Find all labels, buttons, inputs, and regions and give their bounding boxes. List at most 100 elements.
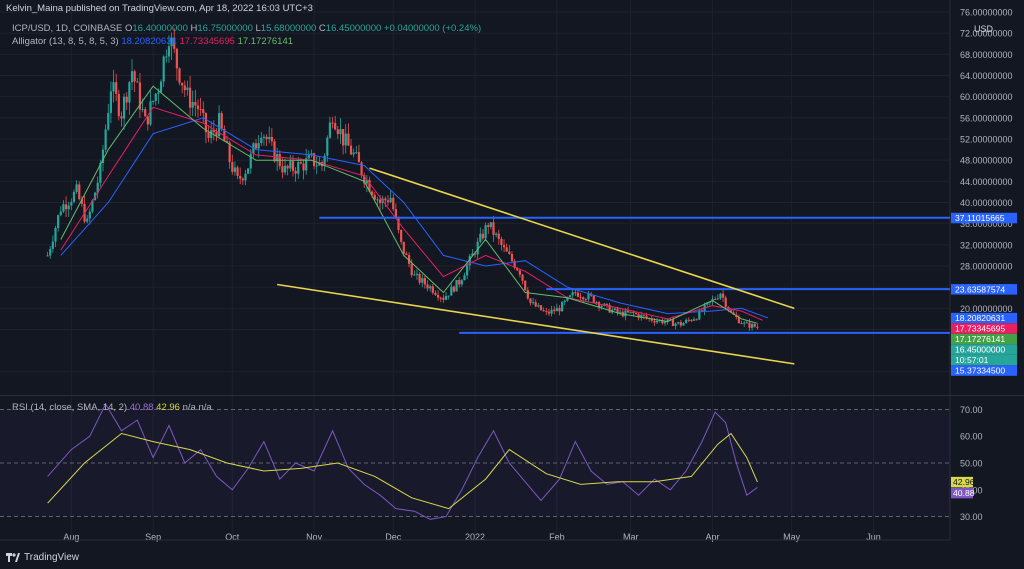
candle-body	[323, 155, 326, 167]
candle-body	[724, 297, 727, 307]
candle-body	[471, 253, 474, 256]
candle-body	[487, 225, 490, 228]
pane-separator[interactable]	[0, 395, 1024, 396]
candle-body	[125, 96, 128, 103]
candle-body	[152, 101, 155, 103]
candle-body	[473, 253, 477, 255]
trendline	[369, 167, 795, 310]
candle-body	[70, 201, 73, 206]
candle-body	[632, 311, 635, 314]
candle-body	[130, 71, 134, 83]
candle-body	[291, 161, 295, 171]
candle-body	[495, 233, 498, 235]
candle-body	[389, 197, 392, 203]
low-value: 15.68000000	[260, 23, 317, 34]
candle-body	[228, 142, 231, 163]
candle-body	[302, 163, 305, 171]
candle-body	[262, 136, 266, 138]
y-tick-label: 48.00000000	[960, 156, 1013, 166]
candle-body	[729, 310, 733, 313]
candle-body	[624, 310, 627, 317]
candle-body	[120, 116, 123, 119]
candle-body	[537, 305, 540, 307]
y-tick-label: 32.00000000	[960, 240, 1013, 250]
candle-body	[571, 292, 574, 296]
candle-body	[51, 241, 54, 249]
candle-body	[373, 194, 376, 200]
candle-body	[194, 101, 197, 106]
rsi-tick-label: 50.00	[960, 459, 983, 469]
candle-body	[112, 82, 115, 92]
candle-body	[360, 162, 363, 176]
candle-body	[629, 311, 632, 313]
candle-body	[698, 310, 701, 320]
low-label: L	[255, 23, 261, 34]
candle-body	[334, 123, 337, 130]
candle-body	[524, 280, 527, 291]
footer-brand[interactable]: TradingView	[6, 552, 79, 563]
candle-body	[141, 109, 144, 111]
candle-body	[167, 46, 171, 57]
candle-body	[386, 200, 390, 203]
candle-body	[128, 82, 131, 103]
candle-body	[756, 326, 759, 328]
candle-body	[582, 297, 585, 300]
candle-body	[534, 302, 537, 307]
alligator-teeth-value: 17.73345695	[179, 36, 235, 47]
candle-body	[270, 136, 273, 142]
candle-body	[479, 233, 482, 242]
x-tick-label: Feb	[549, 532, 565, 542]
y-tick-label: 28.00000000	[960, 262, 1013, 272]
y-tick-label: 76.00000000	[960, 8, 1013, 18]
price-label-box	[951, 323, 1017, 334]
currency-label: USD	[974, 24, 994, 34]
candle-body	[326, 137, 329, 156]
candle-body	[165, 56, 168, 58]
candle-body	[72, 191, 76, 202]
candle-body	[162, 56, 165, 82]
candle-body	[502, 244, 506, 248]
candle-body	[600, 305, 603, 307]
candle-body	[186, 87, 189, 91]
candle-body	[497, 233, 500, 239]
candle-body	[149, 101, 152, 125]
candle-body	[558, 307, 561, 312]
candle-body	[104, 129, 107, 150]
candle-body	[315, 165, 318, 167]
trendline	[277, 283, 795, 365]
candle-body	[257, 143, 260, 149]
candle-body	[181, 82, 184, 86]
rsi-price-label-box	[951, 476, 973, 488]
candle-body	[452, 286, 456, 292]
candle-body	[49, 248, 52, 256]
candle-body	[188, 87, 192, 108]
x-tick-label: Mar	[623, 532, 639, 542]
candle-body	[637, 314, 640, 318]
candle-body	[444, 295, 448, 300]
candle-body	[64, 204, 68, 210]
candle-body	[191, 101, 194, 108]
candle-body	[434, 292, 437, 295]
candle-body	[159, 81, 163, 93]
alligator-label: Alligator (13, 8, 5, 8, 5, 3)	[12, 36, 119, 47]
candle-body	[579, 296, 582, 298]
publisher-line: Kelvin_Maina published on TradingView.co…	[6, 3, 313, 14]
rsi-ma-value: 42.96	[156, 402, 180, 413]
candle-body	[690, 319, 693, 321]
candle-body	[133, 71, 136, 82]
candle-body	[650, 318, 653, 321]
candle-body	[365, 179, 368, 184]
candle-body	[407, 255, 411, 264]
rsi-label: RSI (14, close, SMA, 14, 2)	[12, 402, 128, 413]
y-tick-label: 72.00000000	[960, 29, 1013, 39]
rsi-tick-label: 30.00	[960, 512, 983, 522]
candle-body	[154, 93, 157, 102]
candle-body	[714, 298, 717, 300]
candle-body	[550, 309, 553, 314]
x-tick-label: Sep	[145, 532, 161, 542]
candle-body	[331, 122, 334, 124]
candle-body	[737, 316, 741, 324]
candle-body	[505, 247, 508, 252]
alligator-jaw-value: 18.20820631	[121, 36, 177, 47]
candle-body	[91, 200, 94, 212]
